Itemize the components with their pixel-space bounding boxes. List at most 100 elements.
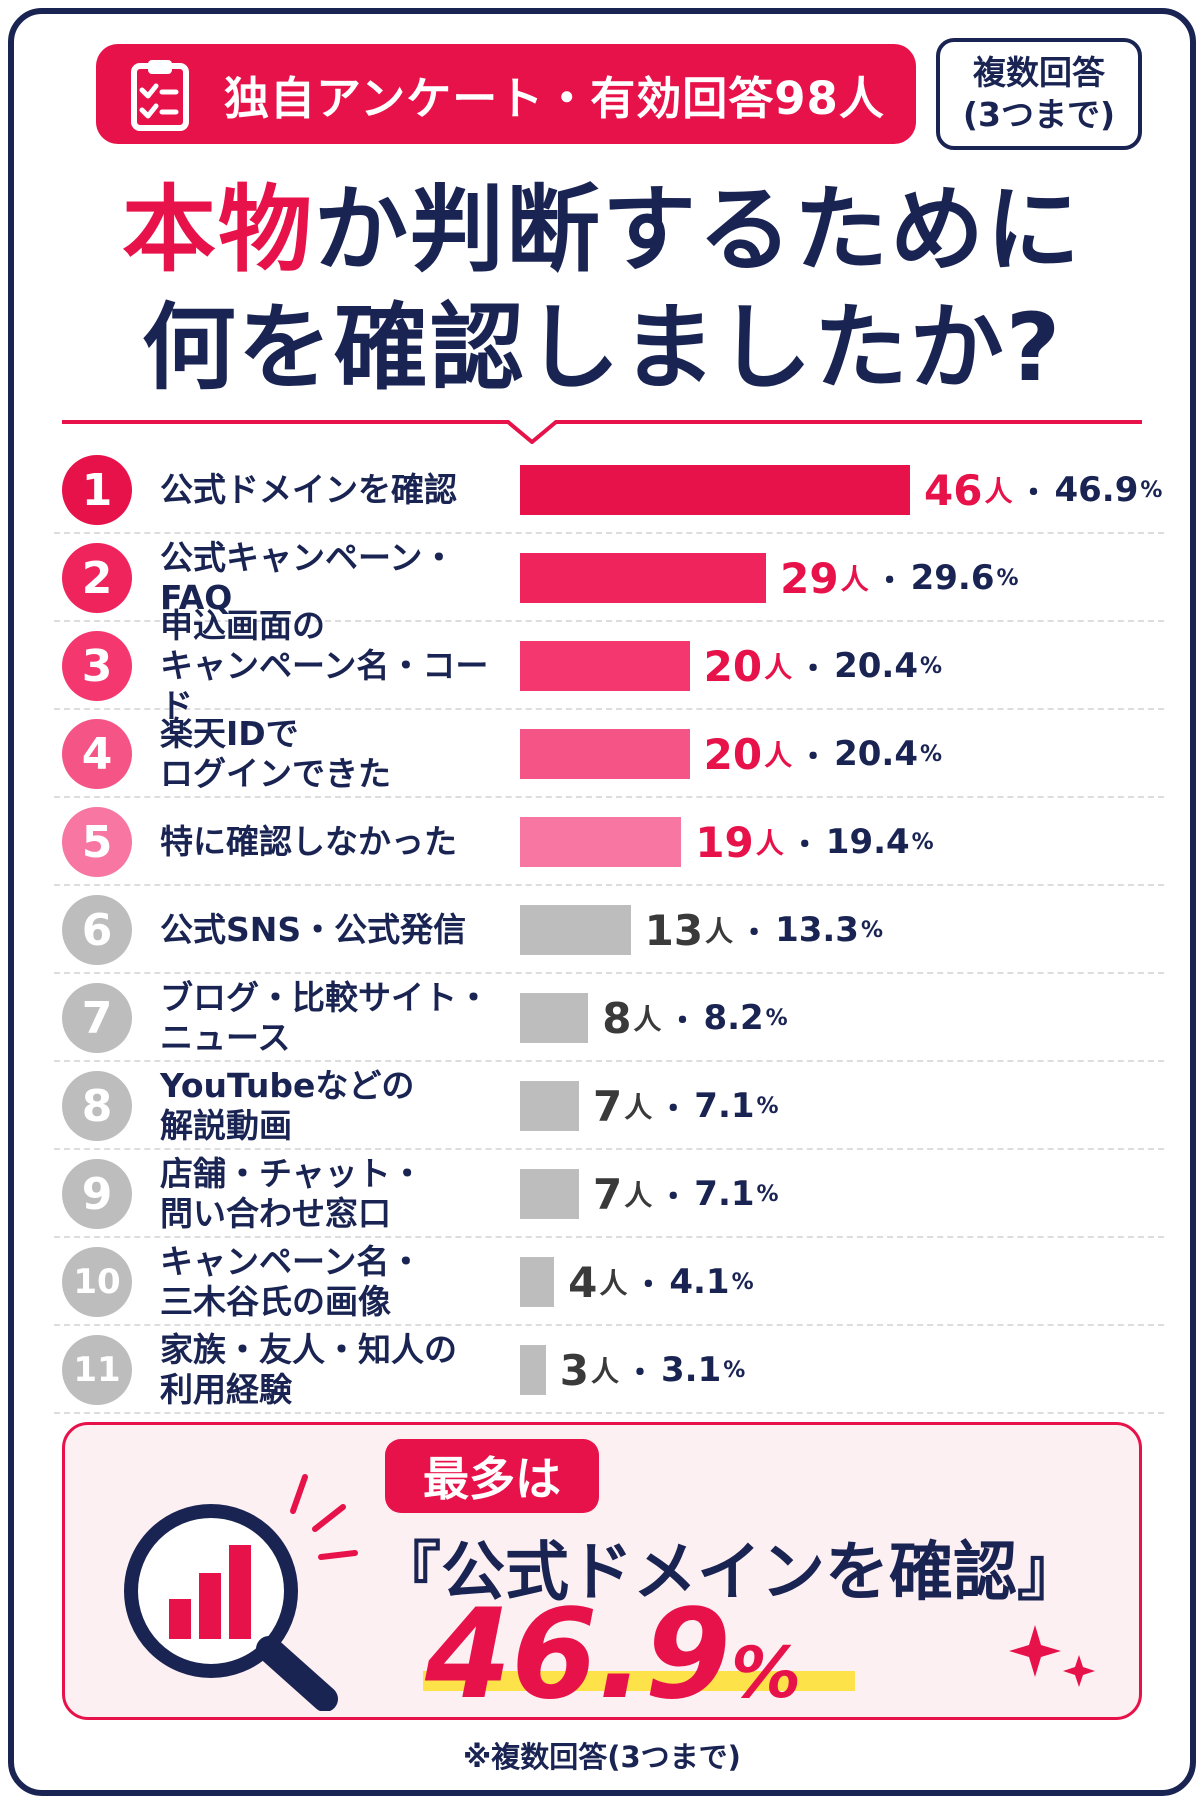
value-label: 46 人・ 46.9% — [924, 446, 1162, 534]
percent-value: 4.1 — [669, 1262, 730, 1302]
value-label: 13 人・ 13.3% — [645, 886, 883, 974]
count-unit: 人 — [984, 475, 1013, 508]
count-unit: 人 — [705, 915, 734, 948]
summary-pill: 最多は — [385, 1439, 599, 1513]
value-separator: ・ — [1018, 476, 1049, 511]
rank-badge: 11 — [62, 1335, 132, 1405]
count-value: 20 — [703, 641, 763, 691]
percent-value: 13.3 — [775, 910, 859, 950]
value-separator: ・ — [739, 916, 770, 951]
percent-unit: % — [919, 741, 943, 767]
rank-badge: 9 — [62, 1159, 132, 1229]
count-value: 4 — [568, 1257, 598, 1307]
value-separator: ・ — [798, 740, 829, 775]
value-label: 7 人・ 7.1% — [593, 1062, 779, 1150]
count-unit: 人 — [591, 1355, 620, 1388]
category-label: YouTubeなどの 解説動画 — [160, 1066, 415, 1145]
row-separator — [54, 884, 1164, 886]
value-separator: ・ — [874, 564, 905, 599]
value-label: 20 人・ 20.4% — [704, 622, 942, 710]
summary-box: 最多は 『公式ドメインを確認』 46.9% — [62, 1422, 1142, 1727]
survey-banner: 独自アンケート・有効回答98人 — [96, 44, 916, 144]
ranking-bar-chart: 1 公式ドメインを確認 46 人・ 46.9% 2 公式キャンペーン・FAQ 29 人・ 29.6… — [14, 14, 1190, 1790]
percent-value: 19.4 — [825, 822, 910, 862]
chart-row: 8 YouTubeなどの 解説動画 7 人・ 7.1% — [54, 1062, 1164, 1150]
category-label: 申込画面の キャンペーン名・コード — [160, 606, 489, 725]
value-label: 29 人・ 29.6% — [780, 534, 1018, 622]
rank-badge: 4 — [62, 719, 132, 789]
sparkle-icon — [1009, 1625, 1095, 1687]
value-separator: ・ — [658, 1092, 689, 1127]
percent-unit: % — [765, 1005, 788, 1031]
percent-value: 20.4 — [834, 734, 918, 774]
value-separator: ・ — [658, 1180, 689, 1215]
percent-unit: % — [911, 829, 934, 855]
category-label: 公式ドメインを確認 — [160, 470, 457, 509]
rank-badge: 10 — [62, 1247, 132, 1317]
category-label: 公式キャンペーン・FAQ — [160, 538, 456, 617]
bar — [520, 641, 690, 691]
title-divider — [62, 420, 1142, 444]
category-label: 楽天IDで ログインできた — [160, 714, 391, 793]
infographic-frame: 独自アンケート・有効回答98人 複数回答 (3つまで) 本物か判断するために 何… — [8, 8, 1196, 1796]
count-value: 7 — [593, 1169, 623, 1219]
value-label: 7 人・ 7.1% — [593, 1150, 779, 1238]
row-separator — [54, 1236, 1164, 1238]
percent-value: 3.1 — [661, 1350, 722, 1390]
category-label: 公式SNS・公式発信 — [160, 910, 467, 949]
badge-line-2: (3つまで) — [962, 95, 1116, 134]
rank-badge: 2 — [62, 543, 132, 613]
rank-badge: 7 — [62, 983, 132, 1053]
chart-row: 11 家族・友人・知人の 利用経験 3 人・ 3.1% — [54, 1326, 1164, 1414]
count-unit: 人 — [624, 1179, 653, 1212]
count-value: 46 — [924, 465, 983, 515]
chart-row: 6 公式SNS・公式発信 13 人・ 13.3% — [54, 886, 1164, 974]
summary-percent: 46.9% — [425, 1583, 801, 1727]
category-label: 店舗・チャット・ 問い合わせ窓口 — [160, 1154, 424, 1233]
bar — [520, 1345, 546, 1395]
count-unit: 人 — [764, 651, 793, 684]
bar — [520, 1081, 580, 1131]
count-value: 20 — [703, 729, 763, 779]
rank-badge: 6 — [62, 895, 132, 965]
title-line2: 何を確認しましたか? — [141, 294, 1063, 403]
percent-value: 7.1 — [694, 1174, 755, 1214]
value-separator: ・ — [625, 1356, 656, 1391]
chart-row: 4 楽天IDで ログインできた 20 人・ 20.4% — [54, 710, 1164, 798]
count-unit: 人 — [633, 1003, 662, 1036]
clipboard-check-icon — [131, 60, 189, 131]
chart-row: 3 申込画面の キャンペーン名・コード 20 人・ 20.4% — [54, 606, 1164, 725]
percent-unit: % — [919, 653, 943, 679]
value-separator: ・ — [633, 1268, 664, 1303]
percent-value: 7.1 — [694, 1086, 755, 1126]
row-separator — [54, 620, 1164, 622]
category-label: 家族・友人・知人の 利用経験 — [160, 1330, 457, 1409]
row-separator — [54, 708, 1164, 710]
bar — [520, 1257, 555, 1307]
percent-value: 29.6 — [910, 558, 995, 598]
title-line1-rest: か判断するために — [314, 176, 1083, 285]
bar — [520, 1169, 580, 1219]
chart-row: 7 ブログ・比較サイト・ ニュース 8 人・ 8.2% — [54, 974, 1164, 1062]
percent-unit: % — [756, 1181, 779, 1207]
percent-unit: % — [756, 1093, 779, 1119]
count-unit: 人 — [764, 739, 793, 772]
percent-unit: % — [860, 917, 883, 943]
rank-badge: 5 — [62, 807, 132, 877]
bar — [520, 993, 589, 1043]
count-unit: 人 — [755, 827, 784, 860]
row-separator — [54, 1148, 1164, 1150]
count-value: 3 — [559, 1345, 589, 1395]
value-label: 8 人・ 8.2% — [602, 974, 788, 1062]
bar — [520, 905, 631, 955]
bar — [520, 729, 690, 779]
row-separator — [54, 1412, 1164, 1414]
chart-row: 5 特に確認しなかった 19 人・ 19.4% — [54, 798, 1164, 886]
percent-value: 46.9 — [1054, 470, 1139, 510]
value-label: 19 人・ 19.4% — [695, 798, 933, 886]
percent-unit: % — [731, 1269, 754, 1295]
value-label: 3 人・ 3.1% — [560, 1326, 746, 1414]
count-value: 29 — [780, 553, 839, 603]
chart-row: 2 公式キャンペーン・FAQ 29 人・ 29.6% — [54, 534, 1164, 622]
percent-unit: % — [723, 1357, 746, 1383]
